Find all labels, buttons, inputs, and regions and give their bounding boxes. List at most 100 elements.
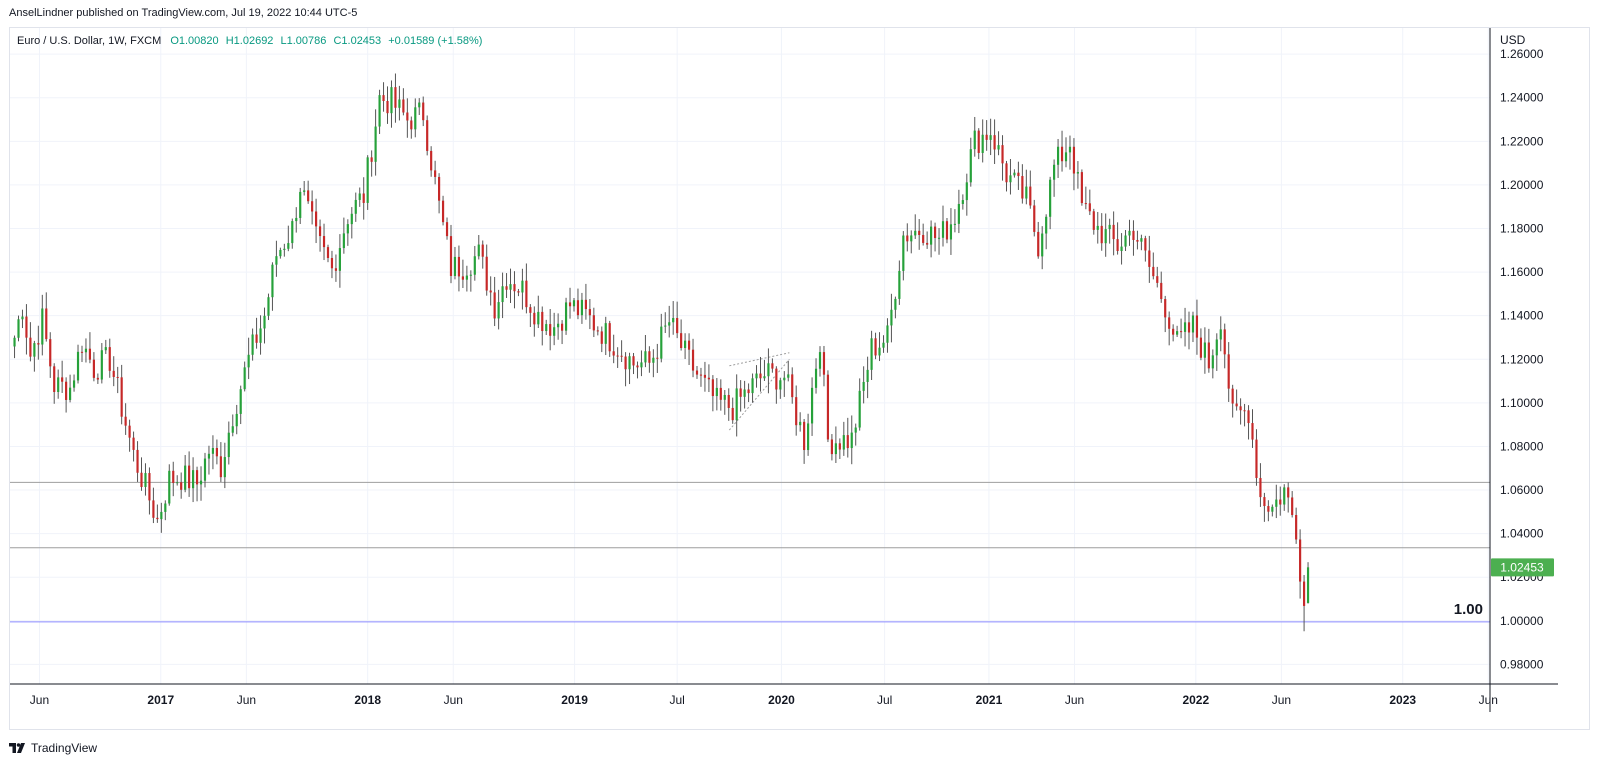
candle-body: [346, 224, 349, 234]
candle-body: [549, 324, 552, 336]
candle-body: [914, 230, 917, 236]
candle-body: [572, 300, 576, 307]
candle-body: [1041, 233, 1044, 257]
candle-body: [211, 447, 215, 454]
candle-body: [37, 343, 40, 345]
candle-body: [390, 87, 393, 114]
candle-body: [1080, 172, 1083, 204]
candle-body: [862, 381, 865, 391]
candle-body: [457, 256, 461, 277]
candle-body: [21, 316, 24, 320]
candle-body: [65, 381, 68, 400]
candle-body: [33, 343, 36, 357]
candle-body: [1140, 238, 1143, 242]
candle-body: [92, 359, 95, 378]
candle-body: [596, 330, 599, 332]
candle-body: [61, 377, 64, 382]
x-tick-label: 2023: [1389, 693, 1416, 707]
candle-body: [997, 145, 1000, 150]
triangle-lower-line: [728, 358, 790, 431]
candle-body: [255, 334, 258, 343]
x-tick-label: Jul: [877, 693, 892, 707]
candle-body: [88, 348, 92, 360]
candle-body: [1068, 146, 1072, 153]
candle-body: [564, 302, 568, 331]
y-tick-label: 1.04000: [1500, 527, 1544, 541]
candle-body: [715, 387, 718, 397]
candle-body: [307, 190, 310, 202]
candle-body: [608, 323, 611, 352]
candle-body: [116, 376, 119, 378]
x-tick-label: Jun: [30, 693, 49, 707]
candle-body: [838, 443, 841, 450]
candle-body: [438, 176, 441, 201]
candle-body: [922, 234, 925, 243]
candle-body: [1096, 225, 1099, 230]
candle-body: [687, 340, 691, 350]
candle-body: [894, 298, 897, 310]
candle-body: [100, 350, 103, 380]
candle-body: [707, 377, 710, 380]
candle-body: [322, 236, 326, 248]
candle-body: [965, 182, 968, 201]
candle-body: [243, 367, 246, 390]
candle-body: [493, 292, 496, 319]
candle-body: [207, 453, 211, 459]
candle-body: [636, 365, 639, 368]
candle-body: [406, 112, 409, 121]
candle-body: [477, 244, 480, 257]
symbol-legend: Euro / U.S. Dollar, 1W, FXCM O1.00820 H1…: [17, 35, 486, 47]
candle-body: [1056, 146, 1060, 165]
candle-body: [13, 337, 16, 347]
candle-body: [529, 307, 532, 313]
candle-body: [80, 351, 84, 353]
candle-body: [394, 87, 397, 108]
candle-body: [588, 309, 591, 316]
candle-body: [945, 221, 949, 240]
candle-body: [1053, 164, 1056, 180]
candle-body: [949, 224, 953, 240]
candle-body: [719, 387, 722, 400]
candle-body: [350, 213, 353, 225]
candle-body: [1287, 487, 1290, 498]
candle-body: [191, 470, 195, 489]
tradingview-logo[interactable]: TradingView: [9, 741, 97, 755]
candle-body: [993, 135, 996, 150]
currency-label: USD: [1500, 33, 1526, 47]
candle-body: [576, 300, 580, 316]
candle-body: [1306, 567, 1310, 603]
candle-body: [430, 150, 433, 171]
candle-body: [461, 276, 464, 280]
candle-body: [886, 325, 889, 343]
candle-body: [906, 235, 909, 242]
candle-body: [465, 275, 468, 280]
candle-body: [866, 369, 869, 382]
candle-body: [926, 242, 929, 245]
candle-body: [676, 317, 679, 334]
candle-body: [1037, 231, 1040, 257]
y-tick-label: 0.98000: [1500, 657, 1544, 671]
candle-body: [834, 443, 837, 455]
open-value: O1.00820: [170, 35, 219, 47]
candle-body: [124, 416, 127, 426]
candle-body: [842, 435, 845, 450]
candle-body: [239, 389, 242, 414]
candle-body: [1231, 388, 1234, 404]
horizontal-lines-layer: 1.00: [10, 481, 1490, 623]
candle-body: [279, 249, 282, 257]
candle-body: [695, 370, 699, 375]
candle-body: [1215, 339, 1218, 356]
candle-body: [84, 348, 88, 353]
y-tick-label: 1.08000: [1500, 439, 1544, 453]
candle-body: [1291, 497, 1294, 515]
candle-body: [822, 352, 826, 375]
candle-body: [188, 465, 191, 489]
candle-body: [1001, 145, 1004, 164]
x-tick-label: 2017: [147, 693, 174, 707]
candle-body: [1136, 239, 1139, 242]
candle-body: [473, 256, 476, 275]
candle-body: [580, 299, 584, 316]
candle-body: [53, 366, 56, 392]
candle-body: [826, 374, 830, 440]
